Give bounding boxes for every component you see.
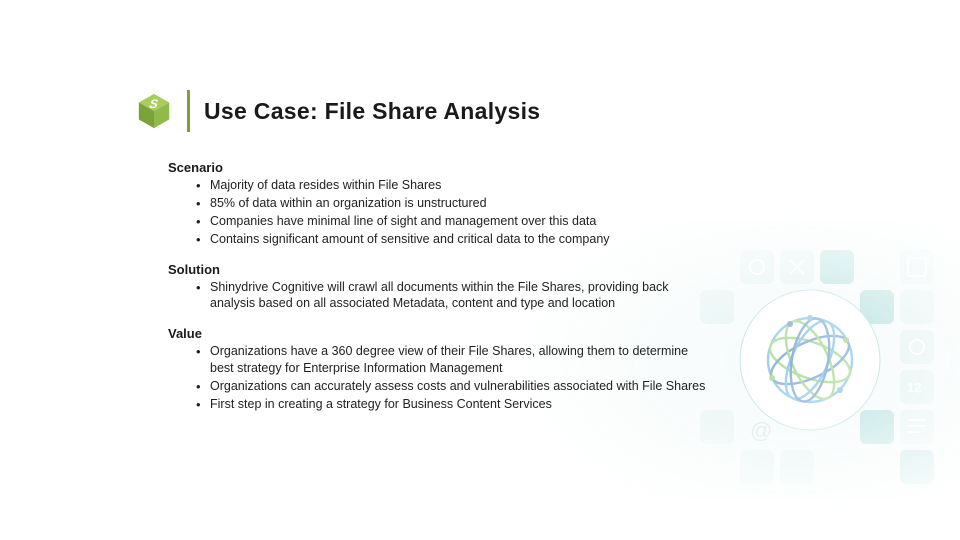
svg-text:@: @ bbox=[750, 418, 772, 443]
slide-body: Scenario Majority of data resides within… bbox=[168, 160, 708, 427]
header-divider bbox=[187, 90, 190, 132]
slide: 12 @ bbox=[0, 0, 960, 540]
bullet-item: Majority of data resides within File Sha… bbox=[196, 177, 708, 194]
section-heading: Scenario bbox=[168, 160, 708, 175]
section-heading: Solution bbox=[168, 262, 708, 277]
bullet-list: Majority of data resides within File Sha… bbox=[168, 177, 708, 248]
bullet-item: Organizations have a 360 degree view of … bbox=[196, 343, 708, 377]
brand-cube-icon: S bbox=[135, 92, 173, 130]
slide-header: S Use Case: File Share Analysis bbox=[135, 90, 540, 132]
bullet-item: First step in creating a strategy for Bu… bbox=[196, 396, 708, 413]
bullet-item: Contains significant amount of sensitive… bbox=[196, 231, 708, 248]
bullet-list: Organizations have a 360 degree view of … bbox=[168, 343, 708, 413]
bullet-item: 85% of data within an organization is un… bbox=[196, 195, 708, 212]
slide-title: Use Case: File Share Analysis bbox=[204, 98, 540, 125]
section-scenario: Scenario Majority of data resides within… bbox=[168, 160, 708, 248]
bullet-item: Organizations can accurately assess cost… bbox=[196, 378, 708, 395]
bullet-item: Companies have minimal line of sight and… bbox=[196, 213, 708, 230]
svg-text:12: 12 bbox=[907, 380, 921, 395]
section-value: Value Organizations have a 360 degree vi… bbox=[168, 326, 708, 413]
bullet-item: Shinydrive Cognitive will crawl all docu… bbox=[196, 279, 708, 313]
bullet-list: Shinydrive Cognitive will crawl all docu… bbox=[168, 279, 708, 313]
section-heading: Value bbox=[168, 326, 708, 341]
section-solution: Solution Shinydrive Cognitive will crawl… bbox=[168, 262, 708, 313]
